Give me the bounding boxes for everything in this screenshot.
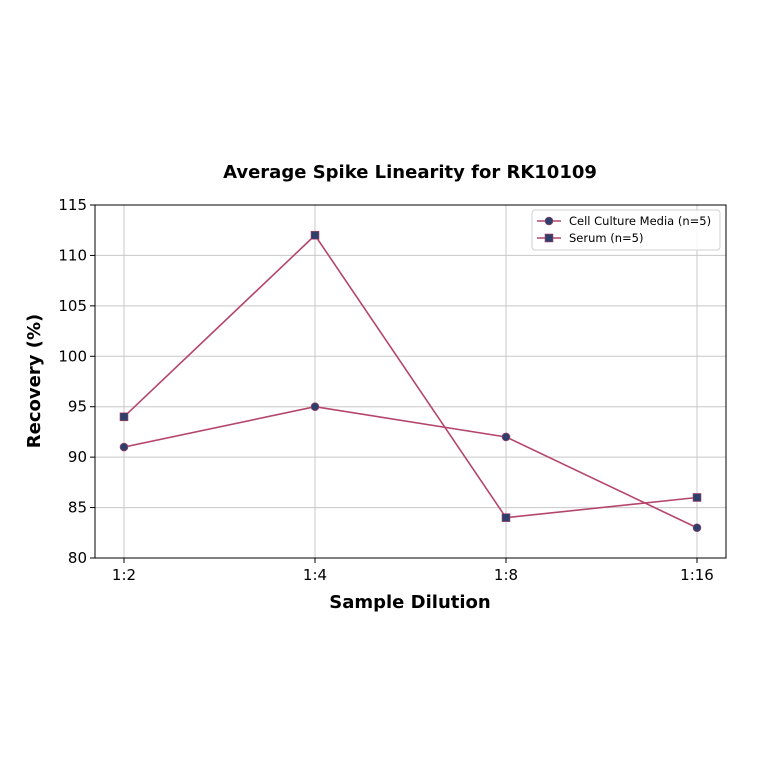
x-tick-label: 1:2 xyxy=(112,566,136,584)
y-tick-label: 105 xyxy=(58,297,87,315)
x-tick-label: 1:8 xyxy=(494,566,518,584)
square-marker xyxy=(544,233,554,243)
circle-marker xyxy=(544,216,554,226)
axes-frame xyxy=(94,204,727,559)
x-axis-label: Sample Dilution xyxy=(329,592,490,613)
y-tick-label: 95 xyxy=(68,398,87,416)
y-tick-label: 110 xyxy=(58,246,87,264)
square-marker xyxy=(692,493,702,502)
square-marker xyxy=(310,230,320,240)
plot-area: 80 85 90 95 100 105 110 115 1:2 1:4 1:8 1:16 xyxy=(58,196,727,584)
x-tick-label: 1:16 xyxy=(680,566,714,584)
series-line xyxy=(123,405,698,529)
square-marker xyxy=(119,412,129,422)
y-tick-label: 115 xyxy=(58,196,87,214)
circle-marker xyxy=(501,432,511,442)
y-tick-label: 100 xyxy=(58,347,87,365)
circle-marker xyxy=(310,402,320,412)
legend-box xyxy=(531,209,721,251)
series-line xyxy=(123,234,698,519)
y-tick-label: 90 xyxy=(68,448,87,466)
x-tick-label: 1:4 xyxy=(303,566,327,584)
y-axis-label: Recovery (%) xyxy=(24,314,45,448)
legend-label: Cell Culture Media (n=5) xyxy=(569,214,711,228)
y-tick-label: 80 xyxy=(68,549,87,567)
legend: Cell Culture Media (n=5) Serum (n=5) xyxy=(531,209,721,251)
circle-marker xyxy=(692,523,702,533)
y-tick-label: 85 xyxy=(68,499,87,517)
square-marker xyxy=(501,513,511,522)
legend-label: Serum (n=5) xyxy=(569,231,643,245)
chart-title: Average Spike Linearity for RK10109 xyxy=(223,162,597,183)
circle-marker xyxy=(119,442,129,452)
